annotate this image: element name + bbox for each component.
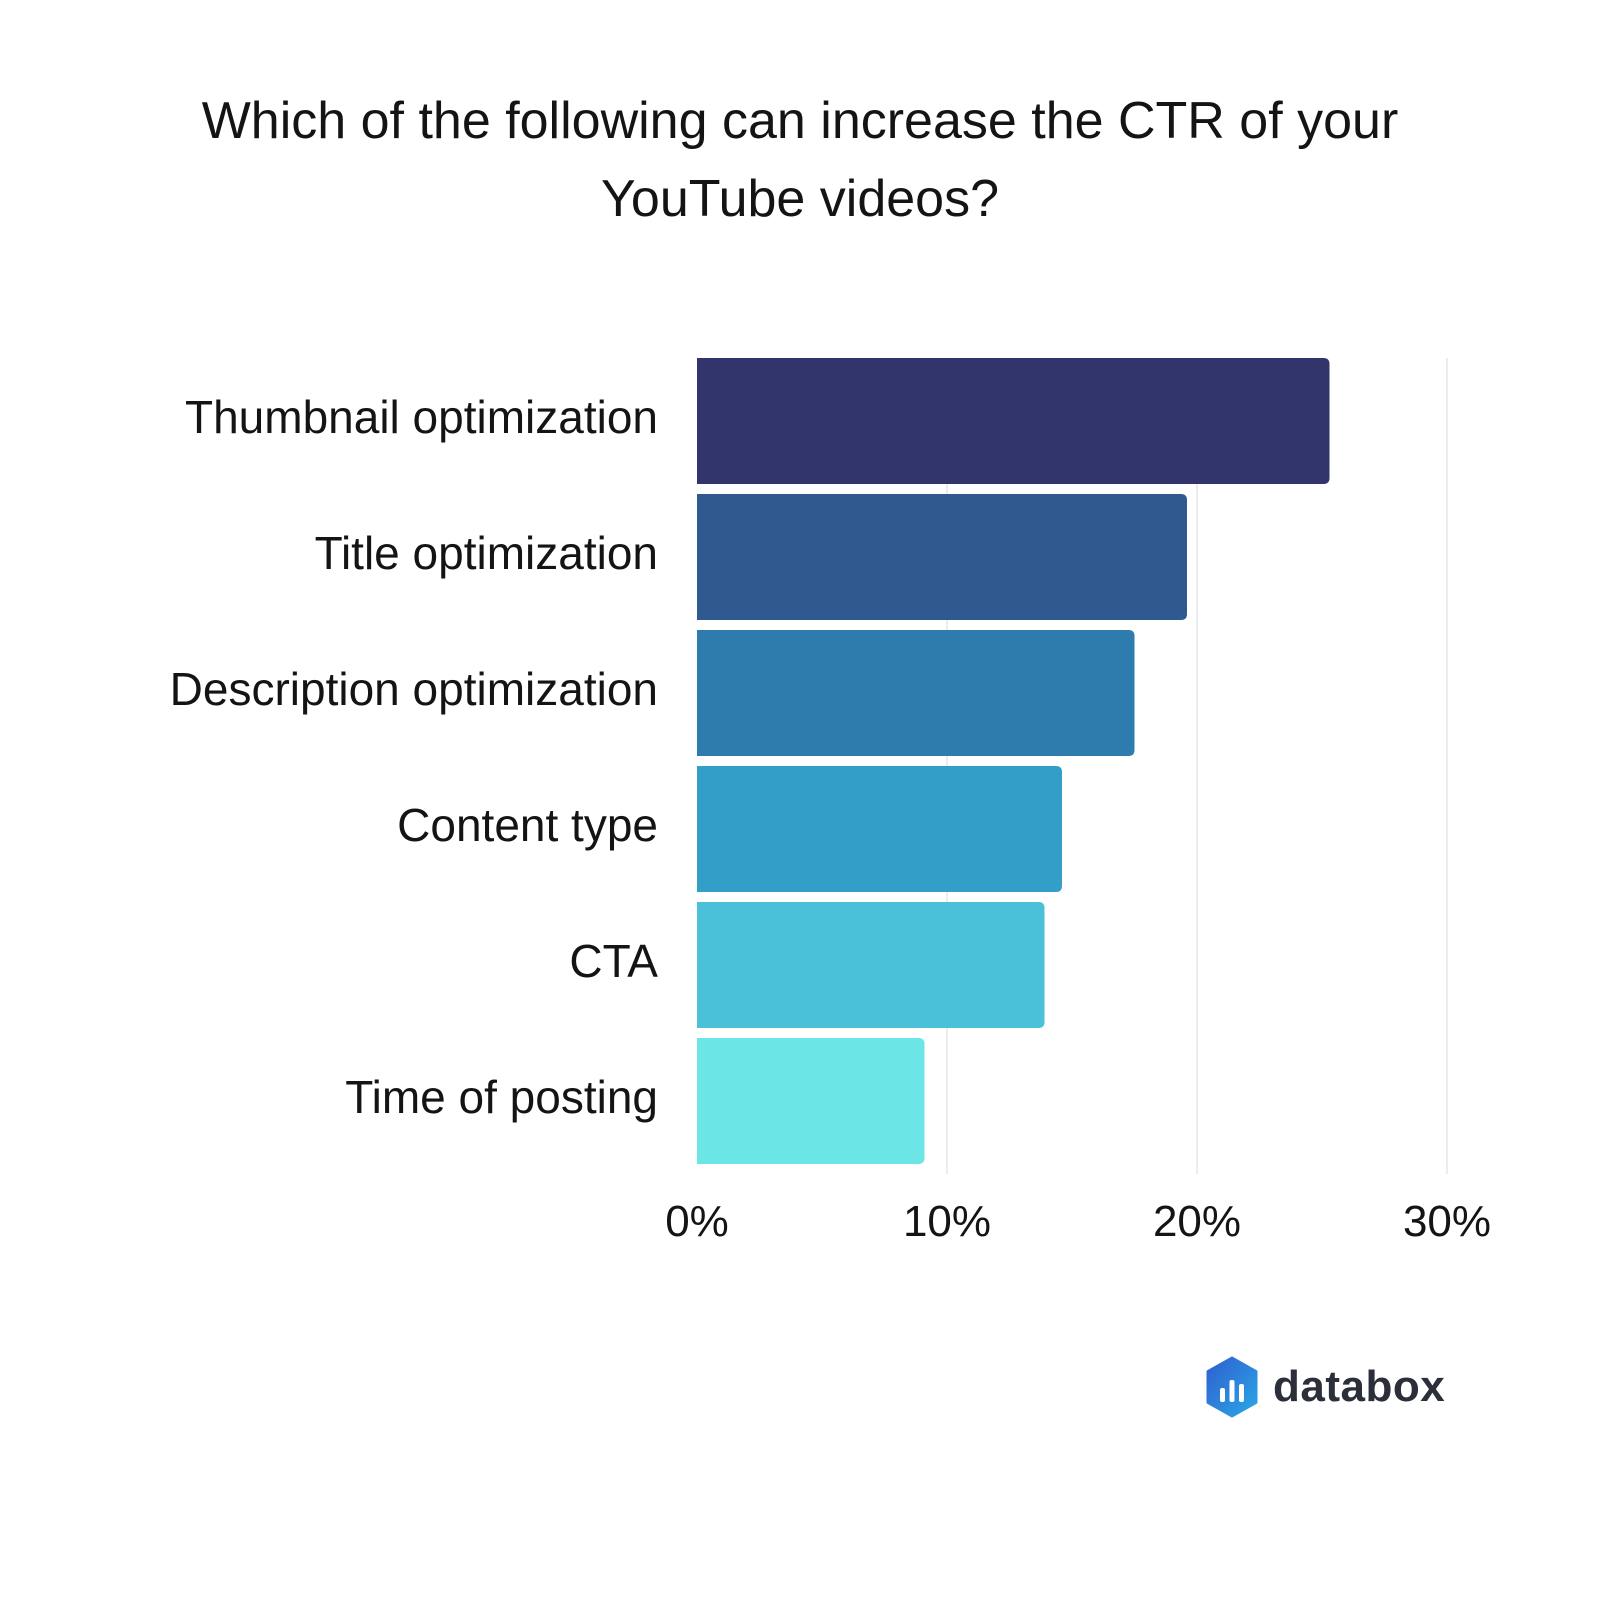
x-tick-label-3: 20% [1153, 1197, 1241, 1246]
category-label-3: Description optimization [170, 663, 658, 715]
category-label-1: Thumbnail optimization [185, 391, 658, 443]
chart-title-line-2: YouTube videos? [600, 170, 1000, 228]
chart-title: Which of the following can increase the … [0, 82, 1600, 238]
category-label-2: Title optimization [315, 527, 658, 579]
category-label-4: Content type [397, 799, 658, 851]
bar-1 [697, 358, 1330, 484]
chart-title-line-1: Which of the following can increase the … [201, 92, 1399, 150]
bar-5 [697, 902, 1045, 1028]
databox-hexagon-icon [1206, 1356, 1258, 1418]
x-tick-label-4: 30% [1403, 1197, 1491, 1246]
x-tick-label-1: 0% [665, 1197, 729, 1246]
bar-4 [697, 766, 1062, 892]
brand-name: databox [1273, 1362, 1446, 1411]
bar-chart: Thumbnail optimization Title optimization… [170, 358, 1491, 1246]
category-label-5: CTA [569, 935, 658, 987]
category-label-6: Time of posting [345, 1071, 658, 1123]
bar-3 [697, 630, 1135, 756]
x-tick-label-2: 10% [903, 1197, 991, 1246]
databox-brand: databox [1205, 1355, 1445, 1419]
bar-6 [697, 1038, 925, 1164]
bar-2 [697, 494, 1187, 620]
